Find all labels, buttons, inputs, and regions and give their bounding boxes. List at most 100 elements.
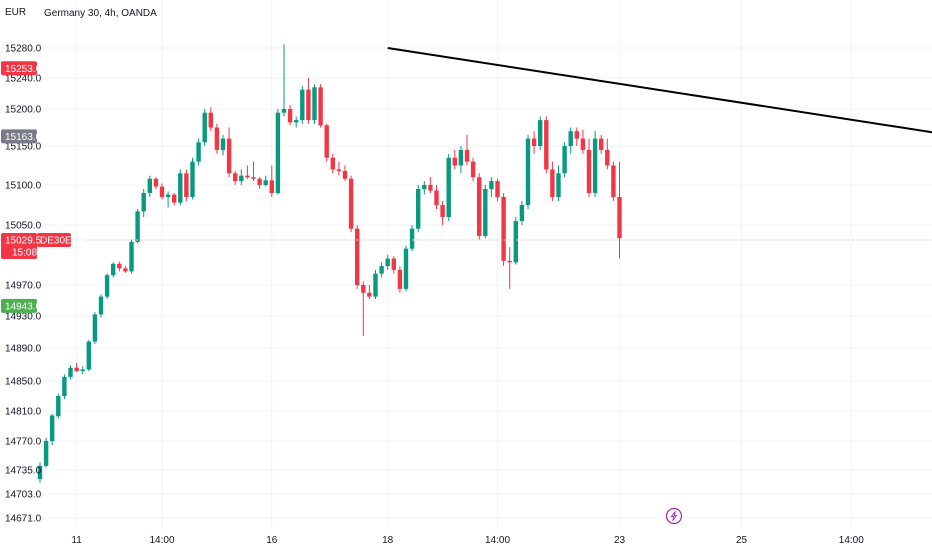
candle	[98, 294, 104, 318]
candle	[586, 138, 592, 197]
candle	[611, 161, 616, 201]
candle-body	[111, 263, 116, 276]
candle-body	[306, 89, 311, 121]
candle-body	[470, 161, 476, 178]
candle	[159, 183, 165, 200]
candle-body	[373, 273, 378, 297]
symbol-label: DE30EUR	[40, 236, 86, 247]
candle	[342, 165, 348, 182]
candle-body	[220, 138, 226, 150]
y-tick-label: 14930.0	[5, 312, 42, 323]
candle-body	[361, 285, 366, 293]
chart-grid	[0, 0, 932, 530]
candle	[355, 225, 360, 289]
candle-body	[501, 197, 506, 261]
candle	[617, 161, 622, 259]
y-axis[interactable]: 15280.0 15240.0 15200.0 15150.0 15100.0 15050…	[5, 44, 42, 525]
candle	[599, 134, 604, 154]
candle	[287, 105, 293, 126]
candle-body	[592, 138, 598, 193]
candle-body	[281, 109, 287, 113]
candle-body	[531, 138, 537, 146]
candle-body	[367, 292, 372, 297]
candle	[489, 177, 494, 197]
candle-body	[477, 177, 482, 236]
trendline[interactable]	[387, 47, 932, 139]
x-tick-label: 14:00	[149, 535, 174, 546]
candle-body	[263, 180, 268, 185]
candle-body	[342, 170, 348, 179]
y-tick-label: 14890.0	[5, 344, 42, 355]
candle-body	[434, 190, 439, 205]
candle-body	[379, 266, 384, 274]
candle-body	[269, 180, 274, 193]
candle-body	[196, 142, 201, 162]
candle	[153, 177, 159, 189]
candle-body	[507, 260, 512, 263]
candle	[324, 123, 329, 162]
candle	[470, 157, 476, 182]
candle-body	[202, 112, 207, 143]
candle	[464, 134, 470, 166]
y-tick-label: 15240.0	[5, 74, 42, 85]
candle-body	[251, 177, 256, 179]
candle-body	[135, 211, 140, 242]
candle	[495, 178, 500, 201]
candle-body	[159, 186, 165, 197]
candle	[330, 153, 335, 174]
candle	[178, 169, 183, 205]
candle-body	[275, 112, 281, 193]
stop-badge: 15253.0	[1, 61, 42, 76]
candle	[196, 138, 201, 166]
candle-body	[397, 269, 403, 289]
candle	[519, 201, 525, 225]
target-badge: 14943.0	[1, 298, 42, 313]
candle	[458, 146, 464, 174]
candle-body	[147, 178, 152, 193]
candle-body	[239, 175, 244, 182]
candle	[208, 107, 213, 132]
lightning-icon[interactable]	[665, 507, 683, 525]
candle	[165, 191, 171, 208]
candle	[80, 366, 85, 375]
x-tick-label: 16	[266, 535, 278, 546]
candle	[440, 201, 445, 225]
y-tick-label: 15280.0	[5, 44, 42, 55]
x-tick-label: 11	[71, 535, 82, 546]
candle-body	[391, 258, 396, 270]
y-tick-label: 15150.0	[5, 142, 42, 153]
chart-title: Germany 30, 4h, OANDA	[44, 8, 157, 19]
x-tick-label: 25	[736, 535, 748, 546]
candle	[513, 217, 518, 265]
candle	[220, 134, 226, 156]
candle	[214, 123, 220, 154]
candle-body	[586, 149, 592, 193]
candle	[312, 84, 317, 124]
candle	[275, 109, 281, 195]
candle	[294, 116, 299, 128]
candle	[251, 161, 256, 182]
candle	[306, 78, 311, 124]
countdown-label: 15:08	[12, 248, 37, 259]
candle	[403, 245, 409, 292]
candle-body	[599, 138, 604, 150]
candle-body	[348, 178, 354, 229]
candle	[86, 340, 91, 372]
candle	[592, 131, 598, 197]
candle-body	[92, 314, 98, 342]
candle	[117, 261, 122, 272]
candle-body	[141, 193, 146, 212]
candle-body	[440, 205, 445, 217]
entry-badge-value: 15163.0	[5, 132, 42, 143]
candle	[43, 438, 49, 468]
candle-body	[330, 157, 335, 170]
candle	[300, 85, 305, 124]
current-price-badge: 15029.5 DE30EUR 15:08	[1, 233, 86, 259]
candle-body	[611, 165, 616, 197]
x-tick-label: 23	[614, 535, 626, 546]
candle	[233, 170, 238, 185]
y-tick-label: 14970.0	[5, 281, 42, 292]
candle	[446, 153, 451, 221]
